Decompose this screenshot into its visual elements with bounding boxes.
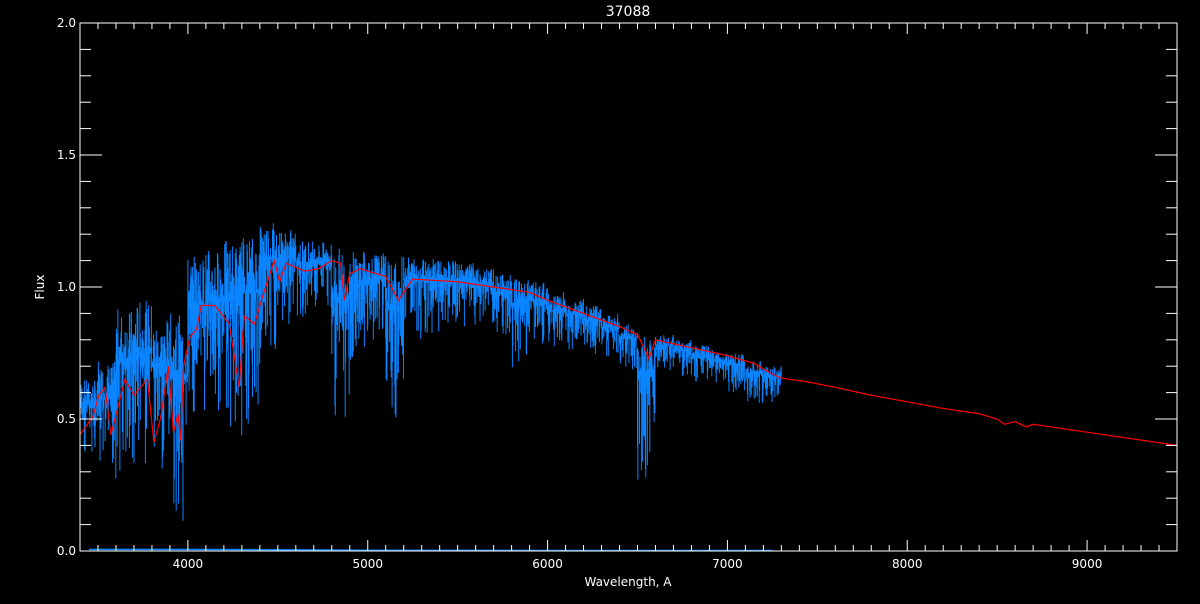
observed-bin xyxy=(367,253,386,340)
y-tick-label: 1.5 xyxy=(57,148,76,162)
observed-bin xyxy=(421,259,440,333)
y-tick-label: 0.5 xyxy=(57,412,76,426)
x-tick-label: 7000 xyxy=(712,557,743,571)
observed-bin xyxy=(313,242,333,307)
x-tick-label: 5000 xyxy=(352,557,383,571)
observed-bin xyxy=(673,339,692,377)
chart-title: 37088 xyxy=(606,4,651,20)
observed-bin xyxy=(601,313,620,356)
observed-bin xyxy=(151,320,171,469)
observed-spectrum xyxy=(79,223,782,521)
observed-bin xyxy=(619,324,638,370)
observed-bin xyxy=(223,240,243,436)
observed-bin xyxy=(744,361,764,403)
observed-bin xyxy=(439,260,458,323)
y-axis-label: Flux xyxy=(33,275,47,300)
observed-bin xyxy=(511,279,530,368)
observed-bin xyxy=(475,268,494,323)
observed-bin xyxy=(187,256,207,412)
x-tick-label: 8000 xyxy=(892,557,923,571)
observed-bin xyxy=(708,350,728,383)
observed-bin xyxy=(690,345,710,382)
observed-bin xyxy=(205,250,225,411)
model-line xyxy=(79,258,1178,446)
observed-bin xyxy=(79,380,99,452)
observed-bin xyxy=(97,361,117,479)
observed-bin xyxy=(115,309,135,471)
x-tick-label: 6000 xyxy=(532,557,563,571)
observed-bin xyxy=(529,282,548,344)
observed-bin xyxy=(457,263,476,327)
observed-bin xyxy=(241,238,261,424)
y-tick-label: 0.0 xyxy=(57,544,76,558)
observed-bin xyxy=(726,353,746,393)
observed-bin xyxy=(295,241,315,317)
observed-bin xyxy=(547,292,566,346)
y-tick-label: 2.0 xyxy=(57,16,76,30)
observed-bin xyxy=(637,336,656,480)
observed-bin xyxy=(493,274,512,335)
x-tick-label: 9000 xyxy=(1072,557,1103,571)
observed-bin xyxy=(277,230,297,324)
observed-bin xyxy=(331,248,351,417)
observed-bin xyxy=(385,256,404,418)
observed-bin xyxy=(259,223,279,349)
plot-area xyxy=(79,223,1178,552)
x-tick-label: 4000 xyxy=(173,557,204,571)
observed-bin xyxy=(762,366,782,403)
observed-bin xyxy=(403,257,422,339)
y-tick-label: 1.0 xyxy=(57,280,76,294)
error-line xyxy=(88,548,773,552)
observed-bin xyxy=(133,300,153,464)
observed-bin xyxy=(583,306,602,354)
observed-bin xyxy=(565,298,584,350)
x-axis-label: Wavelength, A xyxy=(584,575,672,589)
observed-bin xyxy=(349,251,369,360)
axes: 4000 5000 6000 7000 8000 9000 0.0 0.5 1.0 1.5 2.0 xyxy=(57,16,1178,571)
